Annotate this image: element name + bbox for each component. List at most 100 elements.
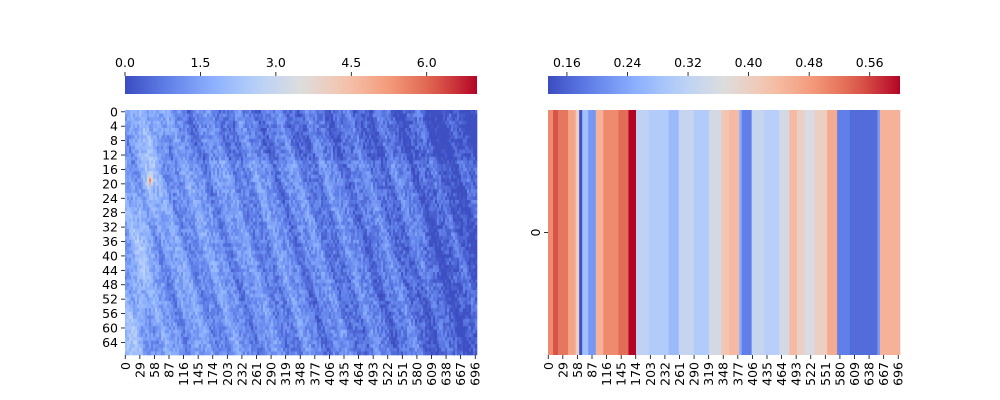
heatmap-cell xyxy=(355,164,358,168)
heatmap-cell xyxy=(333,182,336,186)
heatmap-cell xyxy=(193,128,196,132)
heatmap-cell xyxy=(155,167,158,172)
heatmap-cell xyxy=(329,171,332,176)
heatmap-cell xyxy=(129,185,132,190)
heatmap-cell xyxy=(365,149,368,154)
heatmap-cell xyxy=(329,146,332,150)
heatmap-cell xyxy=(413,192,416,197)
heatmap-cell xyxy=(263,128,266,132)
heatmap-cell xyxy=(351,131,354,136)
heatmap-cell xyxy=(415,131,418,136)
heatmap-cell xyxy=(405,142,408,147)
heatmap-cell xyxy=(263,171,266,176)
heatmap-cell xyxy=(415,117,418,122)
heatmap-cell xyxy=(137,200,140,204)
heatmap-cell xyxy=(265,192,268,197)
heatmap-cell xyxy=(197,189,200,194)
heatmap-cell xyxy=(245,110,248,114)
heatmap-cell xyxy=(131,135,134,140)
heatmap-cell xyxy=(143,203,146,208)
heatmap-cell xyxy=(167,110,170,114)
heatmap-cell xyxy=(239,156,242,161)
heatmap-cell xyxy=(421,167,424,172)
heatmap-cell xyxy=(137,164,140,168)
heatmap-cell xyxy=(131,142,134,147)
heatmap-cell xyxy=(159,135,162,140)
heatmap-cell xyxy=(361,189,364,194)
heatmap-cell xyxy=(129,128,132,132)
heatmap-cell xyxy=(205,131,208,136)
heatmap-cell xyxy=(127,120,130,125)
heatmap-cell xyxy=(399,153,402,158)
heatmap-cell xyxy=(339,196,342,201)
heatmap-cell xyxy=(217,156,220,161)
heatmap-cell xyxy=(279,120,282,125)
heatmap-cell xyxy=(203,160,206,165)
heatmap-cell xyxy=(469,178,472,183)
heatmap-cell xyxy=(285,146,288,150)
heatmap-cell xyxy=(427,192,430,197)
heatmap-cell xyxy=(157,164,160,168)
heatmap-cell xyxy=(239,149,242,154)
heatmap-cell xyxy=(261,192,264,197)
heatmap-cell xyxy=(311,153,314,158)
heatmap-cell xyxy=(137,146,140,150)
heatmap-cell xyxy=(325,167,328,172)
heatmap-cell xyxy=(173,160,176,165)
heatmap-cell xyxy=(473,120,476,125)
heatmap-cell xyxy=(173,131,176,136)
heatmap-cell xyxy=(405,200,408,204)
heatmap-cell xyxy=(327,196,330,201)
heatmap-cell xyxy=(277,142,280,147)
heatmap-cell xyxy=(169,200,172,204)
heatmap-cell xyxy=(251,164,254,168)
heatmap-cell xyxy=(473,142,476,147)
heatmap-cell xyxy=(169,153,172,158)
heatmap-cell xyxy=(463,189,466,194)
heatmap-cell xyxy=(325,156,328,161)
heatmap-cell xyxy=(341,131,344,136)
heatmap-cell xyxy=(305,192,308,197)
heatmap-cell xyxy=(131,124,134,129)
heatmap-cell xyxy=(193,196,196,201)
heatmap-cell xyxy=(337,192,340,197)
heatmap-cell xyxy=(183,153,186,158)
heatmap-cell xyxy=(131,113,134,118)
heatmap-cell xyxy=(395,128,398,132)
heatmap-cell xyxy=(321,192,324,197)
heatmap-cell xyxy=(259,113,262,118)
heatmap-cell xyxy=(353,182,356,186)
heatmap-cell xyxy=(163,120,166,125)
heatmap-cell xyxy=(369,120,372,125)
heatmap-cell xyxy=(193,164,196,168)
heatmap-cell xyxy=(423,178,426,183)
heatmap-cell xyxy=(209,160,212,165)
heatmap-cell xyxy=(383,178,386,183)
heatmap-cell xyxy=(345,167,348,172)
heatmap-cell xyxy=(171,174,174,179)
heatmap-cell xyxy=(419,171,422,176)
heatmap-cell xyxy=(195,128,198,132)
heatmap-cell xyxy=(421,174,424,179)
heatmap-cell xyxy=(211,142,214,147)
heatmap-cell xyxy=(165,164,168,168)
heatmap-cell xyxy=(339,131,342,136)
heatmap-cell xyxy=(205,113,208,118)
heatmap-cell xyxy=(227,110,230,114)
heatmap-cell xyxy=(451,178,454,183)
heatmap-cell xyxy=(237,200,240,204)
heatmap-cell xyxy=(287,153,290,158)
heatmap-cell xyxy=(325,196,328,201)
heatmap-cell xyxy=(285,182,288,186)
heatmap-cell xyxy=(443,178,446,183)
heatmap-cell xyxy=(407,124,410,129)
heatmap-cell xyxy=(383,138,386,143)
heatmap-cell xyxy=(205,138,208,143)
heatmap-cell xyxy=(351,196,354,201)
heatmap-cell xyxy=(199,178,202,183)
heatmap-cell xyxy=(369,131,372,136)
heatmap-cell xyxy=(441,196,444,201)
heatmap-cell xyxy=(199,156,202,161)
heatmap-cell xyxy=(157,153,160,158)
heatmap-cell xyxy=(137,171,140,176)
